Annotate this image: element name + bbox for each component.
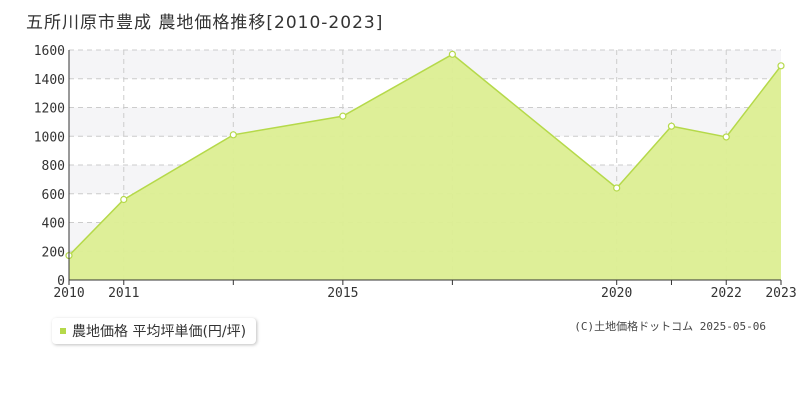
y-tick-label: 1400 [34, 73, 65, 88]
axes [68, 50, 782, 285]
legend: 農地価格 平均坪単価(円/坪) [52, 318, 257, 344]
x-tick-label: 2022 [711, 286, 742, 301]
y-tick-label: 0 [57, 274, 65, 289]
data-point [722, 133, 730, 141]
legend-swatch [60, 328, 66, 334]
y-tick-label: 400 [42, 217, 65, 232]
y-tick-label: 200 [42, 245, 65, 260]
y-tick-label: 800 [42, 159, 65, 174]
x-tick-label: 2011 [108, 286, 139, 301]
data-point [229, 131, 237, 139]
data-point [667, 122, 676, 130]
copyright: (C)土地価格ドットコム 2025-05-06 [574, 320, 766, 333]
y-tick-label: 1600 [34, 44, 65, 59]
x-tick-label: 2020 [601, 286, 632, 301]
y-tick-label: 600 [42, 188, 65, 203]
x-tick-label: 2023 [765, 286, 796, 301]
y-tick-labels: 0 200 400 600 800 1000 1200 1400 1600 [34, 44, 65, 289]
chart-title: 五所川原市豊成 農地価格推移[2010-2023] [26, 13, 384, 33]
y-tick-label: 1000 [34, 130, 65, 145]
x-tick-label: 2015 [327, 286, 358, 301]
data-point [613, 184, 621, 192]
data-point [120, 195, 128, 204]
legend-label: 農地価格 平均坪単価(円/坪) [72, 324, 247, 340]
data-point [448, 50, 456, 58]
y-tick-label: 1200 [34, 102, 65, 117]
data-point [339, 112, 347, 120]
data-points [65, 50, 785, 260]
x-tick-labels: 2010 2011 2015 2020 2022 2023 [53, 286, 796, 301]
series-area [69, 54, 781, 280]
data-point [777, 62, 785, 70]
x-tick-label: 2010 [53, 286, 84, 301]
